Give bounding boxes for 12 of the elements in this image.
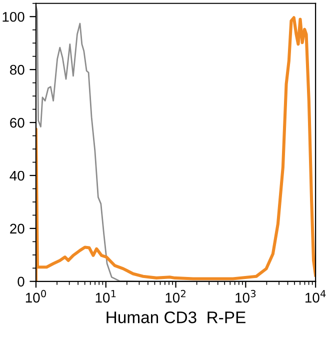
y-tick-label: 100: [2, 12, 24, 22]
y-tick-label: 80: [10, 64, 24, 75]
y-tick-label: 0: [18, 276, 24, 287]
x-tick-label: 10$^{2}$: [166, 290, 186, 303]
x-tick-label: 10$^{0}$: [26, 290, 46, 303]
x-tick-label: 10$^{4}$: [306, 290, 326, 303]
x-tick-label: 10$^{3}$: [236, 290, 256, 303]
x-tick-label: 10$^{1}$: [96, 290, 116, 303]
y-tick-label: 40: [10, 170, 24, 181]
x-axis-title: Human CD3 R-PE: [106, 311, 246, 324]
y-tick-label: 20: [10, 224, 24, 234]
y-tick-label: 60: [10, 118, 24, 128]
